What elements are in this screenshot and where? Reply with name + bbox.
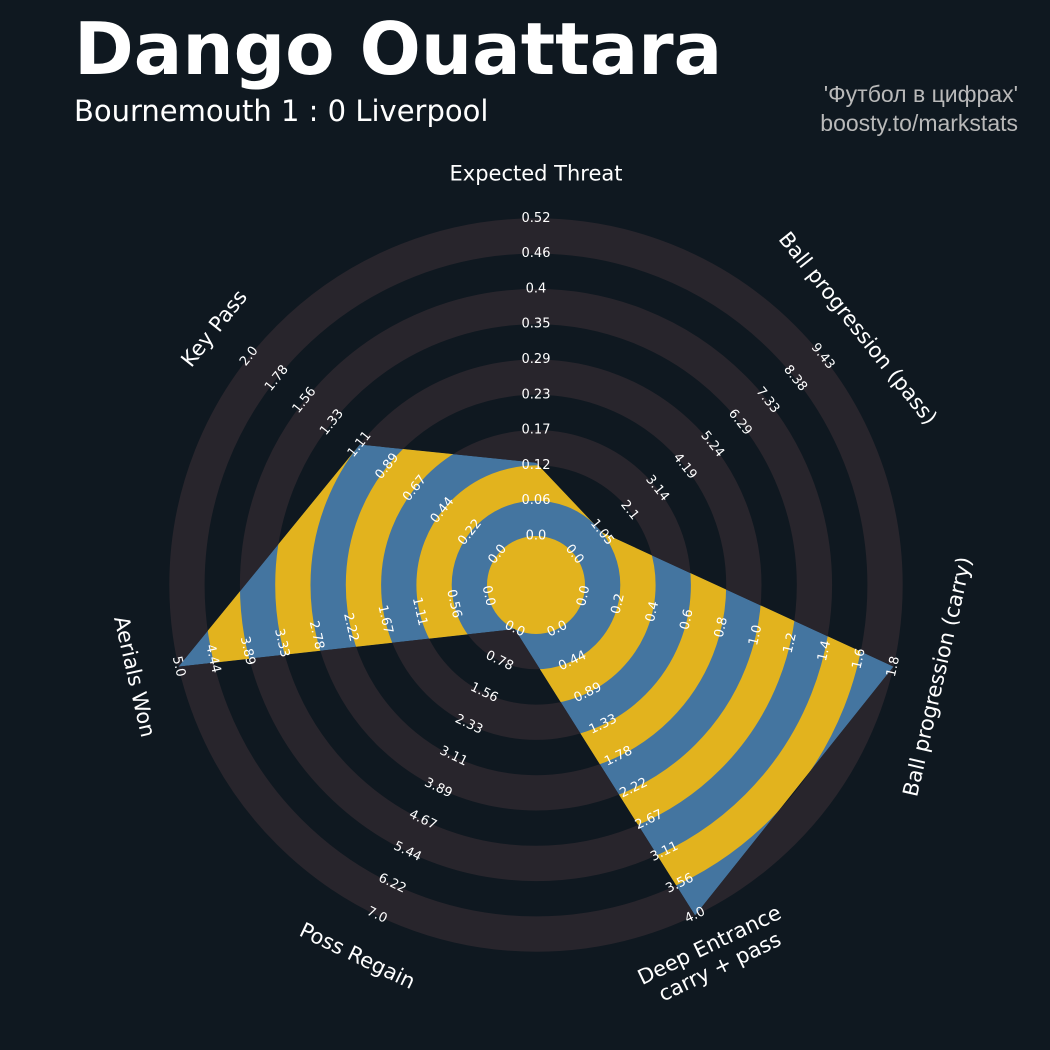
tick-label: 2.22 <box>340 612 361 644</box>
tick-label: 1.2 <box>781 631 800 655</box>
credit-line-1: 'Футбол в цифрах' <box>823 81 1018 107</box>
credit-line-2: boosty.to/markstats <box>820 109 1018 136</box>
axis-label-line: Ball progression (pass) <box>774 227 942 429</box>
player-name-title: Dango Ouattara <box>74 7 723 91</box>
tick-label: 1.11 <box>409 596 430 628</box>
tick-label: 0.4 <box>526 281 547 296</box>
tick-label: 0.0 <box>479 584 498 608</box>
tick-label: 1.0 <box>746 623 765 647</box>
tick-label: 0.52 <box>522 211 551 226</box>
tick-label: 0.17 <box>522 423 551 438</box>
axis-label-line: Expected Threat <box>450 161 623 185</box>
tick-label: 1.6 <box>849 647 868 671</box>
axis-label: Poss Regain <box>296 918 419 994</box>
tick-label: 0.46 <box>522 246 551 261</box>
tick-label: 1.8 <box>884 655 903 679</box>
tick-label: 0.8 <box>712 616 731 640</box>
tick-label: 0.12 <box>522 458 551 473</box>
axis-label-line: Ball progression (carry) <box>898 554 976 798</box>
tick-label: 0.06 <box>522 493 551 508</box>
tick-label: 0.2 <box>609 592 628 616</box>
tick-label: 3.89 <box>237 635 258 667</box>
axis-label: Aerials Won <box>109 614 160 740</box>
credit-block: 'Футбол в цифрах' boosty.to/markstats <box>820 80 1018 138</box>
tick-label: 3.33 <box>271 627 292 659</box>
tick-label: 0.0 <box>526 529 547 544</box>
tick-label: 0.6 <box>677 608 696 632</box>
tick-label: 0.0 <box>574 584 593 608</box>
axis-label-line: Aerials Won <box>109 614 160 740</box>
tick-label: 0.4 <box>643 600 662 624</box>
tick-label: 1.67 <box>374 604 395 636</box>
tick-label: 1.4 <box>815 639 834 663</box>
axis-label: Ball progression (carry) <box>898 554 976 798</box>
match-subtitle: Bournemouth 1 : 0 Liverpool <box>74 94 489 128</box>
tick-label: 5.0 <box>169 655 188 679</box>
tick-label: 0.29 <box>522 352 551 367</box>
axis-label: Expected Threat <box>450 161 623 185</box>
tick-label: 0.56 <box>443 588 464 620</box>
axis-label-line: Poss Regain <box>296 918 419 994</box>
polygon-core <box>487 536 585 634</box>
axis-label: Ball progression (pass) <box>774 227 942 429</box>
tick-label: 4.44 <box>202 643 223 675</box>
tick-label: 2.78 <box>306 619 327 651</box>
background-ring <box>169 218 903 952</box>
tick-label: 0.35 <box>522 317 551 332</box>
tick-label: 0.23 <box>522 387 551 402</box>
